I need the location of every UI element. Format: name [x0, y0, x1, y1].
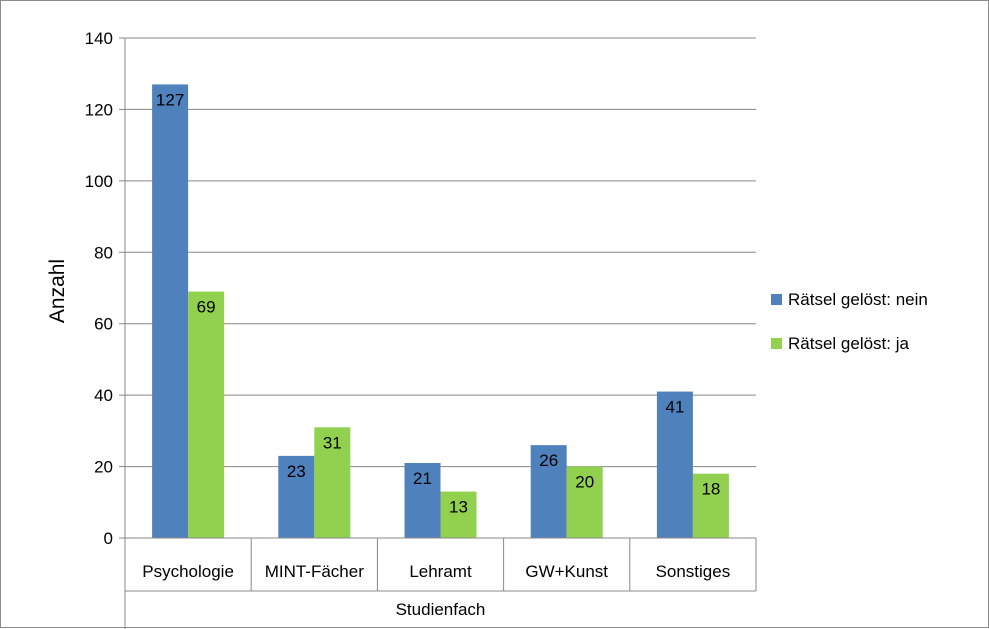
y-tick-label: 120 — [85, 100, 113, 119]
category-separators — [125, 538, 757, 592]
bar — [692, 473, 729, 538]
y-axis-title: Anzahl — [46, 259, 69, 323]
y-tick-label: 100 — [85, 172, 113, 191]
y-tick-label: 60 — [94, 315, 113, 334]
y-tick-label: 0 — [104, 529, 113, 548]
x-axis-title: Studienfach — [396, 600, 486, 619]
legend-label: Rätsel gelöst: nein — [788, 290, 928, 309]
legend: Rätsel gelöst: nein Rätsel gelöst: ja — [771, 290, 928, 353]
y-tick-label: 140 — [85, 29, 113, 48]
category-label: GW+Kunst — [525, 562, 608, 581]
data-label: 23 — [287, 462, 306, 481]
bar — [188, 291, 225, 538]
y-tick-label: 80 — [94, 243, 113, 262]
y-tick-label: 40 — [94, 386, 113, 405]
data-label: 31 — [323, 433, 342, 452]
y-axis-ticks: 0 20 40 60 80 100 120 140 — [85, 29, 125, 548]
data-label: 18 — [701, 480, 720, 499]
bar — [530, 445, 567, 538]
legend-swatch — [771, 338, 782, 349]
bar — [404, 463, 441, 538]
gridlines — [125, 37, 756, 468]
data-label: 127 — [156, 90, 184, 109]
bar — [656, 391, 693, 538]
category-label: Psychologie — [142, 562, 234, 581]
category-label: Lehramt — [409, 562, 472, 581]
bar — [440, 491, 477, 538]
category-labels: Psychologie MINT-Fächer Lehramt GW+Kunst Son… — [142, 562, 730, 581]
data-label: 13 — [449, 498, 468, 517]
data-label: 20 — [575, 473, 594, 492]
bar — [152, 84, 189, 538]
data-label: 26 — [539, 451, 558, 470]
legend-swatch — [771, 294, 782, 305]
category-label: MINT-Fächer — [265, 562, 365, 581]
bar — [566, 466, 603, 538]
bars — [152, 84, 729, 538]
category-label: Sonstiges — [656, 562, 731, 581]
data-label: 69 — [197, 298, 216, 317]
legend-label: Rätsel gelöst: ja — [788, 334, 909, 353]
bar — [278, 455, 315, 538]
data-label: 41 — [665, 398, 684, 417]
data-label: 21 — [413, 469, 432, 488]
bar — [314, 427, 351, 538]
data-labels: 127 69 23 31 21 13 26 20 41 18 — [156, 90, 720, 516]
y-tick-label: 20 — [94, 458, 113, 477]
